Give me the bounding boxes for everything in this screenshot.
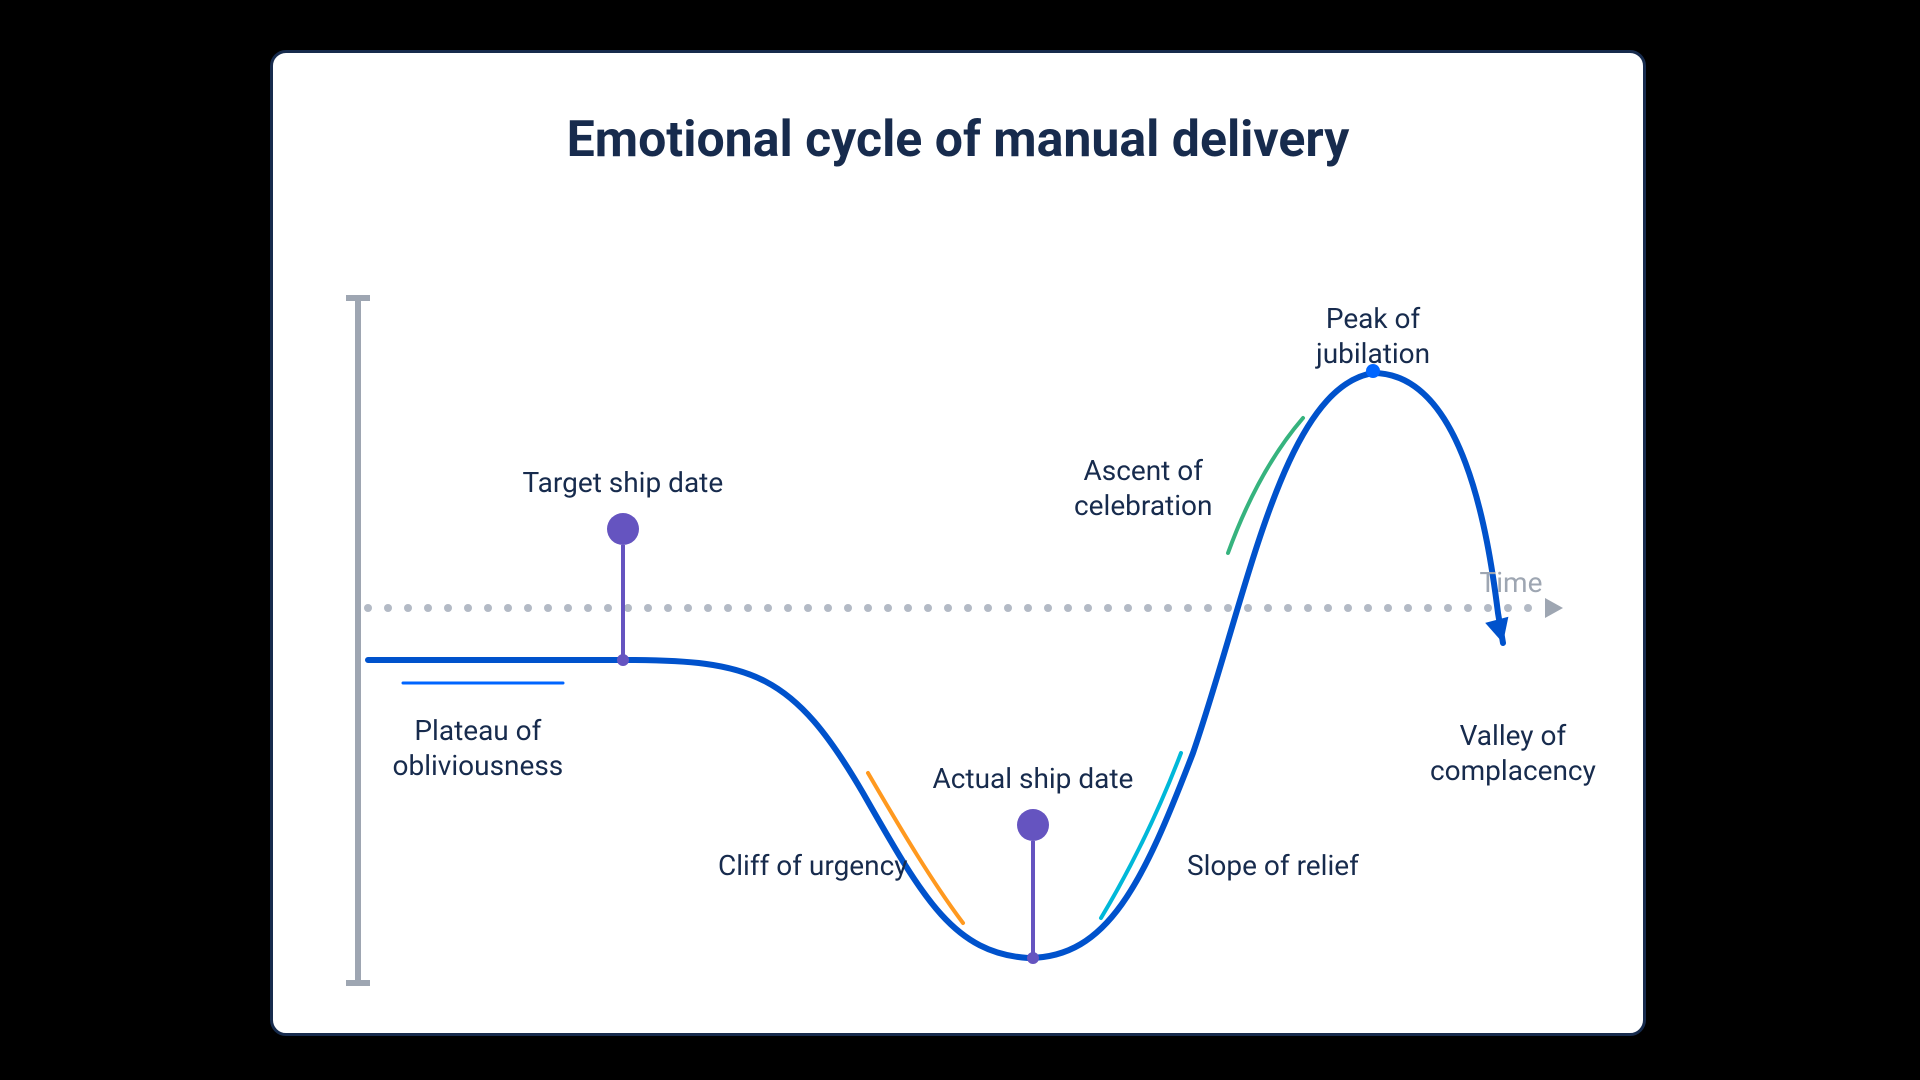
- actual-ship-date-anchor-dot: [1027, 952, 1039, 964]
- emotional-cycle-diagram: [273, 53, 1643, 1033]
- plateau-of-obliviousness-label: Plateau of obliviousness: [393, 713, 564, 783]
- valley-of-complacency-label: Valley of complacency: [1430, 718, 1596, 788]
- actual-ship-date: [1017, 809, 1049, 964]
- cliff-of-urgency-label: Cliff of urgency: [718, 848, 908, 883]
- target-ship-date-dot: [607, 513, 639, 545]
- diagram-card: Emotional cycle of manual delivery TimeT…: [270, 50, 1646, 1036]
- peak-of-jubilation-label: Peak of jubilation: [1316, 301, 1430, 371]
- slope-of-relief-label: Slope of relief: [1187, 848, 1359, 883]
- time-axis-arrow-icon: [1545, 598, 1563, 618]
- target-ship-date-label: Target ship date: [523, 465, 724, 500]
- target-ship-date: [607, 513, 639, 666]
- ascent-of-celebration-label: Ascent of celebration: [1074, 453, 1212, 523]
- time-axis-label: Time: [1480, 565, 1543, 600]
- actual-ship-date-label: Actual ship date: [933, 761, 1134, 796]
- time-axis: [364, 598, 1563, 618]
- target-ship-date-anchor-dot: [617, 654, 629, 666]
- ascent-accent: [1228, 418, 1303, 553]
- actual-ship-date-dot: [1017, 809, 1049, 841]
